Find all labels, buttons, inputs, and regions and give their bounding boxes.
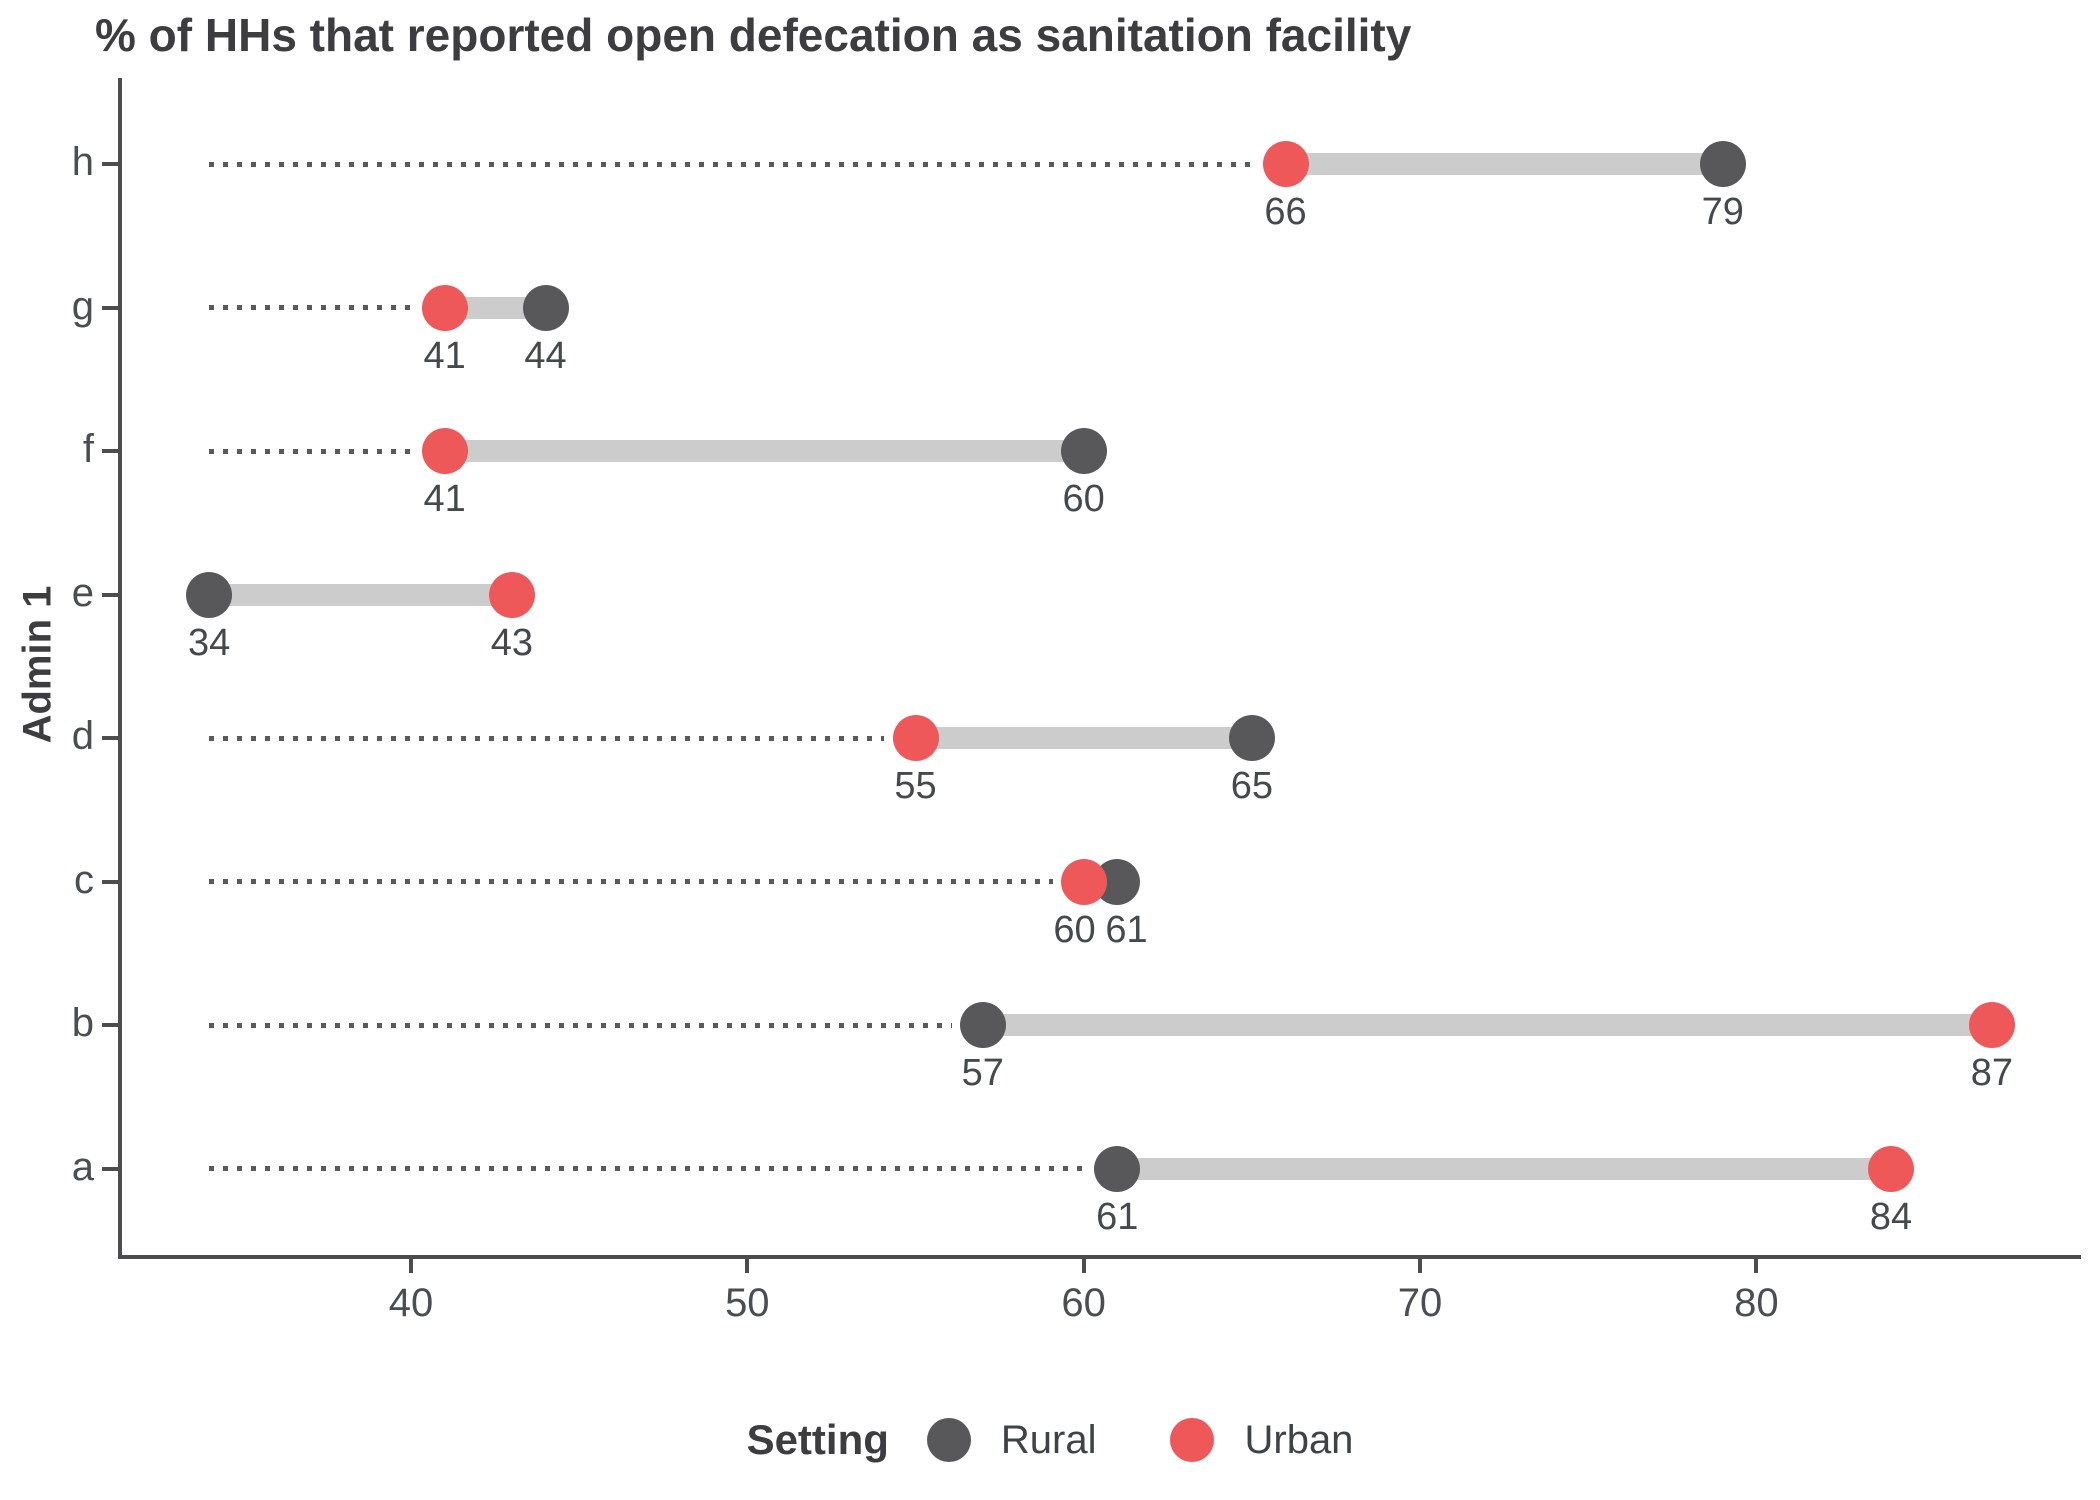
x-axis-tick [1754, 1259, 1759, 1273]
connector-bar [1117, 1157, 1891, 1180]
data-point-urban [421, 428, 468, 475]
data-point-rural [1228, 715, 1275, 762]
x-tick-label: 60 [1061, 1281, 1106, 1325]
data-point-urban [1262, 141, 1309, 188]
value-label: 60 [1062, 478, 1105, 521]
legend-item-rural: Rural [926, 1417, 1097, 1463]
value-label: 57 [961, 1052, 1004, 1095]
legend-label: Urban [1244, 1417, 1354, 1462]
y-category-label: a [71, 1144, 94, 1189]
data-point-rural [959, 1002, 1006, 1049]
data-point-rural [1699, 141, 1746, 188]
connector-bar [982, 1014, 1992, 1037]
leader-dotted-line [209, 448, 414, 454]
value-label: 41 [423, 478, 466, 521]
x-tick-label: 80 [1734, 1281, 1779, 1325]
value-label: 60 [1053, 908, 1096, 951]
leader-dotted-line [209, 735, 885, 741]
data-point-rural [522, 284, 569, 331]
y-axis-tick [102, 162, 118, 167]
y-axis-tick [102, 592, 118, 597]
legend: Setting Rural Urban [0, 1405, 2100, 1475]
data-point-rural [186, 571, 233, 618]
leader-dotted-line [209, 1166, 1087, 1172]
y-axis-tick [102, 736, 118, 741]
connector-bar [444, 440, 1084, 463]
y-category-label: h [71, 140, 94, 185]
legend-swatch-urban [1170, 1418, 1215, 1462]
value-label: 55 [894, 765, 937, 808]
leader-dotted-line [209, 879, 1053, 885]
data-point-rural [1060, 428, 1107, 475]
value-label: 65 [1230, 765, 1273, 808]
y-category-label: c [74, 857, 94, 902]
connector-bar [444, 296, 546, 319]
leader-dotted-line [209, 305, 414, 311]
value-label: 34 [187, 621, 231, 664]
data-point-urban [1968, 1002, 2015, 1049]
value-label: 61 [1105, 908, 1148, 951]
data-point-urban [892, 715, 939, 762]
x-tick-label: 40 [388, 1281, 434, 1325]
leader-dotted-line [209, 1022, 952, 1028]
y-axis-tick [102, 1166, 118, 1171]
y-axis-tick [102, 305, 118, 310]
y-category-label: d [71, 714, 94, 759]
x-axis-tick [1081, 1259, 1086, 1273]
y-axis-tick [102, 1023, 118, 1028]
legend-title: Setting [746, 1416, 889, 1463]
value-label: 79 [1701, 191, 1744, 234]
x-tick-label: 70 [1397, 1281, 1443, 1325]
data-point-urban [1867, 1145, 1914, 1192]
x-tick-label: 50 [725, 1281, 770, 1325]
legend-swatch-rural [926, 1418, 971, 1462]
data-point-urban [488, 571, 535, 618]
value-label: 84 [1869, 1195, 1913, 1238]
y-axis-tick [102, 449, 118, 454]
connector-bar [915, 727, 1252, 750]
y-axis-line [118, 78, 122, 1259]
y-axis-tick [102, 879, 118, 884]
legend-items: Rural Urban [926, 1417, 1353, 1463]
x-axis-tick [745, 1259, 750, 1273]
value-label: 43 [490, 621, 533, 664]
x-axis-line [118, 1255, 2081, 1259]
data-point-urban [1060, 858, 1107, 905]
value-label: 66 [1264, 191, 1307, 234]
value-label: 87 [1970, 1052, 2013, 1095]
y-category-label: e [71, 570, 94, 615]
value-label: 41 [423, 334, 466, 377]
legend-label: Rural [1000, 1417, 1097, 1462]
y-category-label: b [71, 1001, 94, 1046]
x-axis-tick [408, 1259, 413, 1273]
y-category-label: f [82, 427, 94, 472]
connector-bar [209, 583, 512, 606]
data-point-rural [1094, 1145, 1141, 1192]
x-axis-tick [1418, 1259, 1423, 1273]
data-point-urban [421, 284, 468, 331]
chart-title: % of HHs that reported open defecation a… [95, 9, 1412, 61]
leader-dotted-line [209, 161, 1255, 167]
value-label: 44 [524, 334, 567, 377]
legend-item-urban: Urban [1170, 1418, 1353, 1463]
connector-bar [1285, 153, 1723, 176]
value-label: 61 [1096, 1195, 1139, 1238]
y-category-label: g [71, 283, 94, 328]
